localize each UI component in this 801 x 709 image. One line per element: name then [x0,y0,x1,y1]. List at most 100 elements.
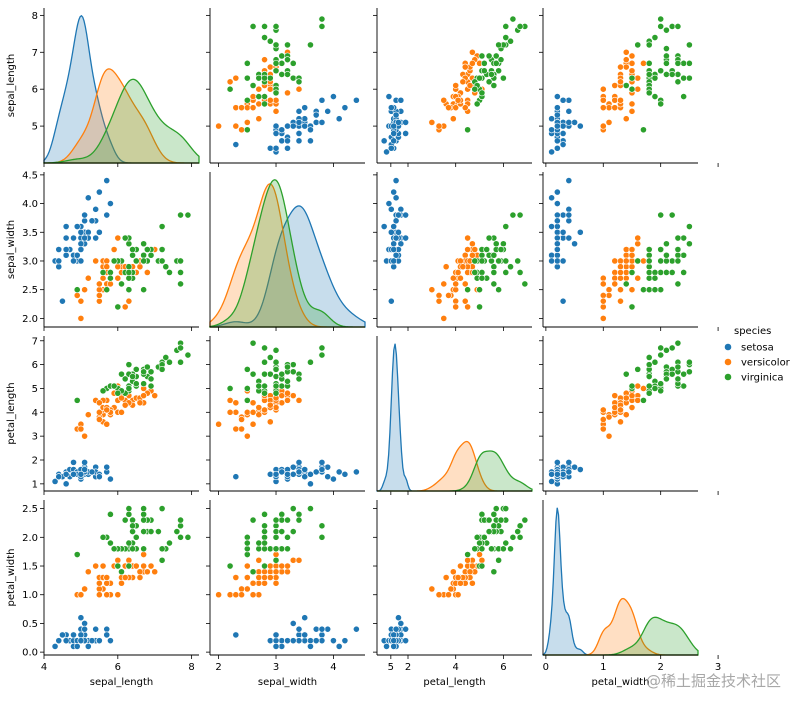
point-setosa [289,470,297,478]
point-virginica [674,23,682,30]
point-versicolor [103,591,111,599]
point-virginica [521,516,529,524]
panel-sepal_width-vs-sepal_length: 2.0 2.5 3.0 3.5 4.0 4.5 [22,170,199,331]
point-virginica [488,71,495,78]
point-virginica [478,251,486,259]
point-setosa [392,194,400,202]
point-virginica [663,257,670,265]
point-versicolor [95,286,103,294]
point-virginica [628,85,636,93]
point-versicolor [628,67,636,75]
point-versicolor [452,303,460,311]
point-setosa [62,234,70,242]
point-versicolor [634,240,642,248]
point-virginica [261,533,268,541]
point-virginica [249,370,257,378]
point-versicolor [440,280,448,288]
point-virginica [478,510,486,518]
point-virginica [177,269,184,276]
legend-marker-versicolor [724,358,732,366]
point-virginica [685,223,693,230]
point-setosa [559,96,567,104]
point-virginica [243,365,251,373]
point-setosa [295,637,303,645]
point-setosa [548,148,556,156]
point-versicolor [476,551,483,558]
point-versicolor [628,52,636,60]
point-versicolor [147,562,155,570]
point-versicolor [215,420,223,428]
point-versicolor [464,303,472,311]
point-versicolor [435,591,443,599]
point-setosa [553,234,561,242]
point-versicolor [605,413,613,421]
point-virginica [628,269,636,276]
point-virginica [685,41,693,49]
point-virginica [318,533,326,541]
point-setosa [95,188,103,196]
point-virginica [272,346,280,354]
point-versicolor [266,568,274,576]
point-versicolor [255,404,263,411]
point-virginica [129,516,136,524]
point-versicolor [468,579,476,587]
point-versicolor [121,574,129,581]
legend: species setosa versicolor virginica [724,326,791,384]
point-virginica [651,286,659,294]
point-virginica [478,274,486,282]
point-virginica [272,556,280,564]
point-versicolor [447,585,455,593]
point-versicolor [605,286,613,294]
point-versicolor [599,104,607,112]
point-versicolor [622,56,630,64]
point-versicolor [454,269,462,276]
point-versicolor [617,274,624,282]
point-virginica [278,52,286,60]
point-virginica [261,344,268,352]
point-setosa [301,637,309,645]
point-virginica [476,286,483,294]
point-virginica [490,263,498,271]
point-versicolor [261,56,268,64]
point-virginica [483,246,491,253]
point-setosa [553,93,561,100]
point-virginica [166,358,173,366]
point-versicolor [617,96,624,104]
point-setosa [548,478,556,485]
point-setosa [392,234,400,242]
point-setosa [295,468,303,476]
point-versicolor [99,562,107,570]
point-virginica [645,71,653,78]
point-virginica [289,528,297,535]
point-virginica [261,93,268,100]
point-versicolor [622,115,630,123]
point-virginica [99,387,107,395]
point-versicolor [121,303,129,311]
point-versicolor [243,119,251,126]
point-setosa [565,205,573,213]
point-setosa [70,631,77,639]
point-setosa [559,257,567,265]
point-versicolor [140,392,148,400]
point-setosa [59,631,66,639]
y-tick-label: 3 [32,432,38,443]
point-versicolor [99,274,107,282]
point-virginica [488,257,495,265]
point-versicolor [255,568,263,576]
point-versicolor [617,263,624,271]
point-setosa [103,631,111,639]
point-versicolor [255,574,263,581]
point-virginica [492,240,500,248]
point-versicolor [266,574,274,581]
point-virginica [129,528,136,535]
point-setosa [553,246,561,253]
point-versicolor [289,556,297,564]
point-virginica [295,78,303,86]
point-versicolor [232,74,240,82]
point-virginica [266,37,274,45]
point-setosa [318,637,326,645]
panel-sepal_width-vs-petal_length [373,172,532,331]
point-versicolor [107,280,114,288]
point-versicolor [103,257,111,265]
point-setosa [565,458,573,466]
